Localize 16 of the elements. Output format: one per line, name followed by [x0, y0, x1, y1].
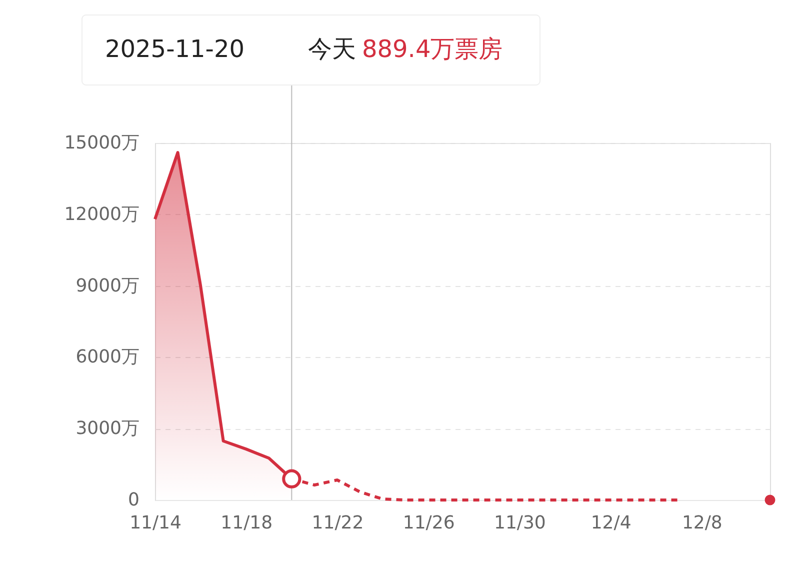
text: 今天: [308, 35, 356, 63]
x-tick-label: 11/18: [220, 512, 273, 534]
text: 2025-11-20: [105, 35, 244, 63]
y-tick-label: 6000万: [76, 346, 140, 368]
y-tick-label: 9000万: [76, 275, 140, 296]
y-tick-label: 0: [128, 490, 140, 510]
y-tick-label: 15000万: [64, 132, 140, 154]
x-tick-label: 11/14: [130, 512, 182, 534]
x-tick-label: 12/8: [682, 512, 722, 534]
text: 889.4万票房: [362, 35, 503, 63]
y-tick-label: 12000万: [64, 204, 140, 225]
x-tick-label: 12/4: [590, 512, 632, 534]
y-tick-label: 3000万: [76, 418, 140, 440]
x-tick-label: 11/26: [402, 512, 455, 534]
x-tick-label: 11/30: [494, 512, 546, 534]
x-tick-label: 11/22: [312, 512, 364, 534]
